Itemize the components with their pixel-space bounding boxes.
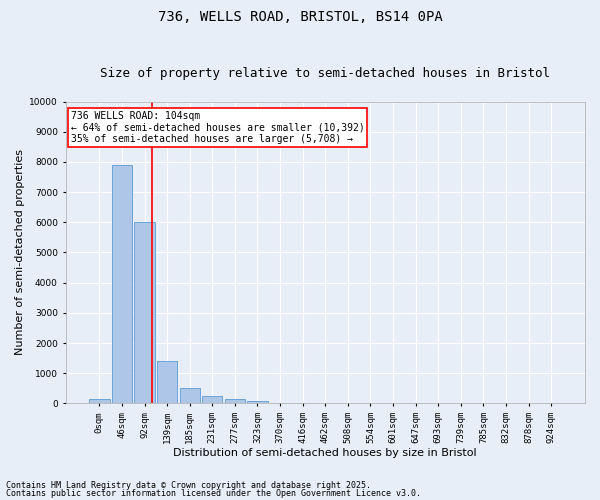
Title: Size of property relative to semi-detached houses in Bristol: Size of property relative to semi-detach… [100,66,550,80]
Text: Contains public sector information licensed under the Open Government Licence v3: Contains public sector information licen… [6,488,421,498]
X-axis label: Distribution of semi-detached houses by size in Bristol: Distribution of semi-detached houses by … [173,448,477,458]
Bar [112,165,132,404]
Bar [179,388,200,404]
Bar [134,222,155,404]
Text: 736, WELLS ROAD, BRISTOL, BS14 0PA: 736, WELLS ROAD, BRISTOL, BS14 0PA [158,10,442,24]
Bar [247,401,268,404]
Text: Contains HM Land Registry data © Crown copyright and database right 2025.: Contains HM Land Registry data © Crown c… [6,481,371,490]
Y-axis label: Number of semi-detached properties: Number of semi-detached properties [15,150,25,356]
Text: 736 WELLS ROAD: 104sqm
← 64% of semi-detached houses are smaller (10,392)
35% of: 736 WELLS ROAD: 104sqm ← 64% of semi-det… [71,110,365,144]
Bar [225,399,245,404]
Bar [157,361,177,404]
Bar [89,399,110,404]
Bar [270,403,290,404]
Bar [202,396,223,404]
